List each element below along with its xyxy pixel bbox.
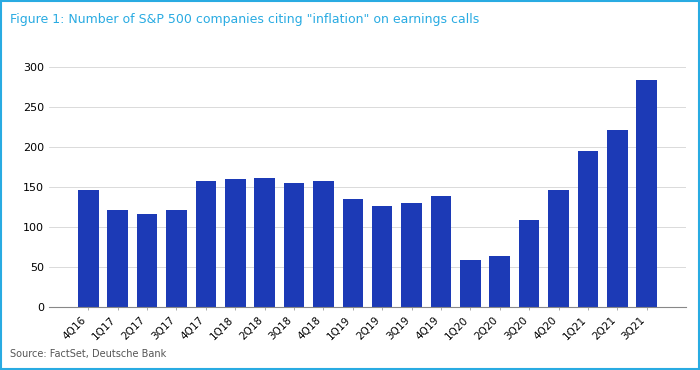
- Bar: [578, 151, 598, 307]
- Bar: [401, 203, 422, 307]
- Bar: [254, 178, 275, 307]
- Bar: [78, 190, 99, 307]
- Bar: [284, 183, 304, 307]
- Bar: [313, 181, 334, 307]
- Bar: [225, 179, 246, 307]
- Bar: [430, 196, 452, 307]
- Bar: [372, 206, 393, 307]
- Bar: [489, 256, 510, 307]
- Bar: [548, 191, 569, 307]
- Bar: [460, 260, 481, 307]
- Bar: [195, 181, 216, 307]
- Bar: [519, 220, 540, 307]
- Bar: [607, 130, 628, 307]
- Text: Source: FactSet, Deutsche Bank: Source: FactSet, Deutsche Bank: [10, 349, 167, 359]
- Bar: [107, 211, 128, 307]
- Text: Figure 1: Number of S&P 500 companies citing "inflation" on earnings calls: Figure 1: Number of S&P 500 companies ci…: [10, 13, 480, 26]
- Bar: [136, 215, 158, 307]
- Bar: [636, 80, 657, 307]
- Bar: [166, 211, 187, 307]
- Bar: [342, 199, 363, 307]
